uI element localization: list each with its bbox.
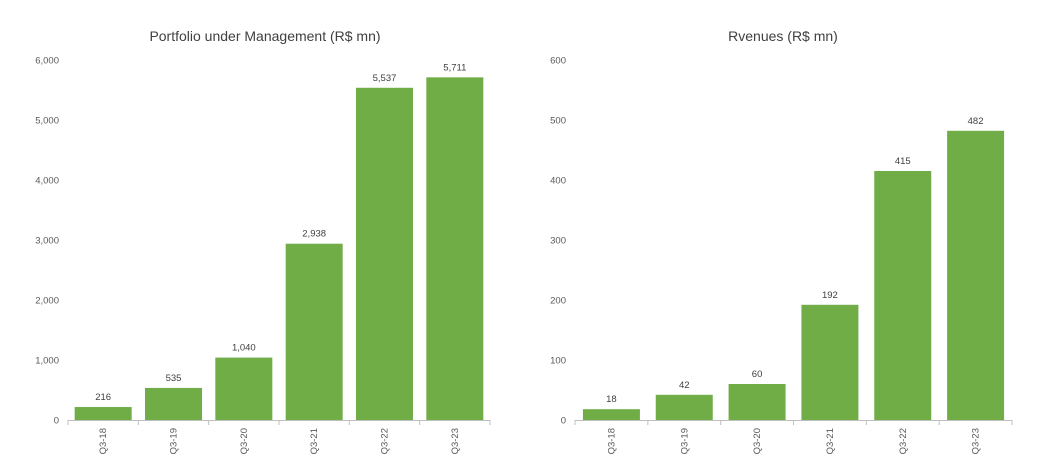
data-label: 2,938 [302, 229, 326, 240]
y-tick-label: 400 [550, 176, 566, 187]
bar [74, 407, 132, 420]
y-tick-label: 200 [550, 296, 566, 307]
y-tick-label: 500 [550, 116, 566, 127]
y-tick-label: 100 [550, 356, 566, 367]
bar [285, 243, 343, 420]
chart-title: Rvenues (R$ mn) [728, 28, 838, 44]
x-tick-label: Q3-18 [606, 428, 617, 454]
data-label: 5,537 [373, 73, 397, 84]
data-label: 1,040 [232, 343, 256, 354]
y-tick-label: 4,000 [35, 176, 59, 187]
x-tick-label: Q3-22 [380, 428, 391, 454]
data-label: 415 [895, 156, 911, 167]
x-tick-label: Q3-21 [825, 428, 836, 454]
y-tick-label: 1,000 [35, 356, 59, 367]
bar [356, 87, 413, 420]
y-tick-label: 6,000 [35, 56, 59, 67]
x-tick-label: Q3-23 [971, 428, 982, 454]
data-label: 535 [166, 373, 182, 384]
data-label: 42 [679, 380, 690, 391]
bar [874, 171, 932, 420]
portfolio-chart: Portfolio under Management (R$ mn) 0 1,00… [35, 28, 491, 454]
data-label: 18 [606, 394, 617, 405]
x-tick-label: Q3-20 [752, 428, 763, 454]
bar [801, 304, 859, 420]
y-tick-label: 600 [550, 56, 566, 67]
x-tick-label: Q3-21 [309, 428, 320, 454]
data-label: 216 [95, 392, 111, 403]
y-tick-label: 2,000 [35, 296, 59, 307]
bar [655, 394, 713, 420]
x-tick-label: Q3-19 [169, 428, 180, 454]
bar [145, 387, 202, 420]
y-tick-label: 0 [561, 416, 566, 427]
y-tick-label: 5,000 [35, 116, 59, 127]
x-tick-label: Q3-23 [450, 428, 461, 454]
data-label: 192 [822, 290, 838, 301]
chart-title: Portfolio under Management (R$ mn) [149, 28, 380, 44]
x-tick-label: Q3-20 [239, 428, 250, 454]
bar [215, 357, 273, 420]
data-label: 482 [968, 116, 984, 127]
y-tick-label: 3,000 [35, 236, 59, 247]
y-tick-label: 0 [54, 416, 59, 427]
data-label: 60 [752, 369, 763, 380]
revenues-chart: Rvenues (R$ mn) 0 100 200 300 400 500 600 18 Q3-… [550, 28, 1013, 454]
bar [582, 409, 640, 420]
x-tick-label: Q3-22 [898, 428, 909, 454]
x-tick-label: Q3-18 [98, 428, 109, 454]
x-tick-label: Q3-19 [679, 428, 690, 454]
data-label: 5,711 [443, 62, 466, 73]
bar [728, 384, 786, 420]
y-tick-label: 300 [550, 236, 566, 247]
bar [426, 77, 484, 420]
bar [947, 130, 1005, 421]
